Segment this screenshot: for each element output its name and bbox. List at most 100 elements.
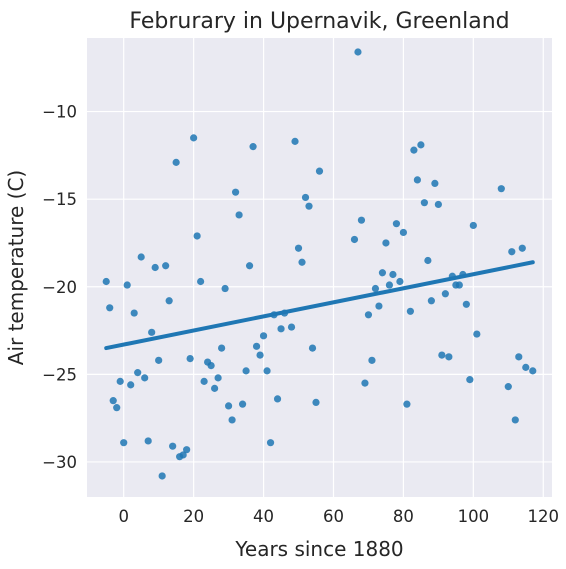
data-point — [266, 439, 275, 447]
data-point — [214, 374, 222, 382]
data-point — [410, 146, 418, 154]
data-point — [249, 143, 257, 151]
data-point — [504, 383, 512, 391]
data-point — [466, 376, 474, 384]
data-point — [357, 216, 366, 224]
data-point — [245, 262, 254, 270]
grid — [87, 38, 552, 497]
x-tick-label: 60 — [323, 507, 344, 526]
data-point — [109, 397, 117, 405]
data-point — [144, 437, 152, 445]
x-tick-label: 80 — [393, 507, 414, 526]
data-point — [291, 137, 299, 145]
data-point — [218, 344, 226, 352]
x-axis-label: Years since 1880 — [234, 537, 403, 561]
data-point — [155, 356, 163, 364]
data-point — [158, 472, 166, 480]
data-point — [473, 330, 481, 338]
y-tick-label: −15 — [42, 190, 77, 209]
y-tick-label: −10 — [42, 103, 77, 122]
data-point — [102, 277, 110, 286]
data-point — [427, 297, 435, 305]
data-point — [469, 221, 477, 230]
data-point — [259, 332, 268, 340]
y-axis-label: Air temperature (C) — [4, 170, 28, 365]
data-point — [406, 307, 415, 315]
data-point — [368, 356, 376, 364]
data-point — [231, 188, 240, 196]
data-point — [298, 258, 306, 266]
data-point — [193, 232, 201, 240]
data-point — [382, 239, 390, 247]
data-point — [413, 176, 421, 184]
data-point — [445, 353, 453, 361]
data-point — [141, 374, 149, 382]
data-point — [455, 281, 463, 289]
data-point — [511, 416, 519, 424]
x-tick-labels: 0 20 40 60 80 100 120 — [118, 507, 559, 526]
data-point — [434, 200, 442, 209]
data-point — [301, 193, 310, 202]
data-point — [378, 269, 387, 277]
data-point — [224, 402, 233, 410]
data-point — [183, 446, 191, 454]
data-point — [389, 270, 397, 279]
data-point — [273, 395, 282, 403]
data-point — [277, 325, 285, 333]
data-point — [242, 367, 250, 375]
data-point — [211, 384, 219, 392]
data-point — [235, 211, 243, 219]
data-point — [123, 281, 131, 289]
y-tick-label: −30 — [42, 453, 77, 472]
data-point — [364, 311, 373, 319]
data-point — [529, 367, 537, 375]
data-point — [113, 404, 121, 412]
data-point — [172, 158, 180, 166]
x-tick-label: 0 — [118, 507, 129, 526]
x-tick-label: 100 — [458, 507, 490, 526]
data-point — [179, 451, 187, 459]
data-point — [238, 400, 247, 408]
data-point — [441, 290, 449, 298]
data-point — [137, 253, 145, 261]
data-point — [438, 351, 446, 359]
data-point — [350, 235, 359, 244]
data-point — [305, 202, 313, 210]
data-point — [294, 244, 303, 252]
data-point — [508, 248, 516, 256]
data-point — [263, 367, 271, 375]
data-point — [228, 416, 236, 424]
data-point — [200, 377, 208, 385]
data-point — [420, 199, 428, 207]
data-point — [221, 284, 229, 293]
data-point — [315, 167, 324, 175]
x-tick-label: 120 — [528, 507, 560, 526]
data-point — [312, 398, 320, 406]
data-point — [392, 220, 401, 228]
data-point — [354, 48, 362, 56]
data-point — [424, 256, 432, 265]
data-point — [120, 439, 128, 447]
data-point — [361, 379, 369, 387]
data-point — [252, 342, 261, 350]
data-point — [385, 281, 394, 289]
data-point — [515, 353, 523, 361]
y-tick-label: −25 — [42, 365, 77, 384]
data-point — [403, 400, 411, 408]
data-point — [186, 354, 194, 363]
data-point — [207, 362, 215, 370]
x-tick-label: 40 — [253, 507, 274, 526]
data-point — [417, 141, 425, 149]
data-point — [375, 302, 383, 310]
data-point — [190, 134, 198, 142]
y-tick-labels: −30 −25 −20 −15 −10 — [42, 103, 77, 472]
data-point — [134, 369, 142, 377]
data-point — [396, 277, 404, 286]
data-point — [256, 351, 264, 359]
data-point — [371, 284, 380, 293]
data-point — [431, 179, 439, 188]
data-point — [497, 185, 505, 193]
data-point — [287, 323, 296, 331]
data-point — [162, 262, 170, 270]
